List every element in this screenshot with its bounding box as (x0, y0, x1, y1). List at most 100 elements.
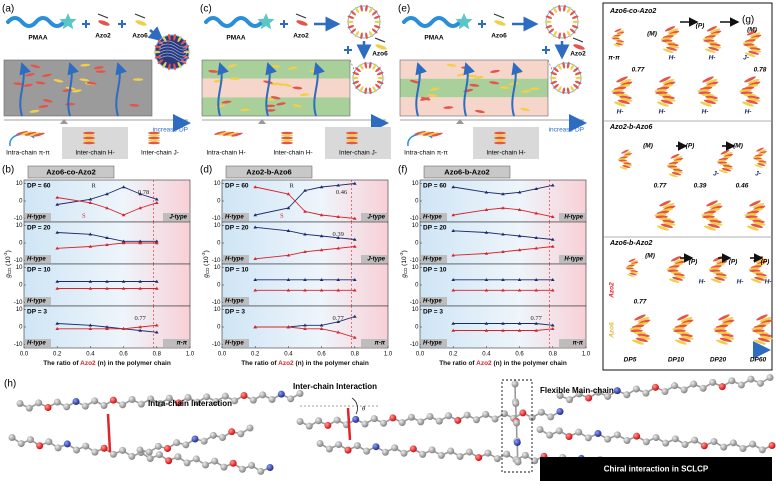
helix-rod (717, 331, 731, 335)
annotation: S (280, 213, 284, 220)
assembly-rod (133, 78, 144, 81)
atom (352, 415, 360, 423)
helix-rod (618, 159, 627, 162)
micelle-rod (377, 76, 385, 80)
azo-icon (375, 44, 387, 50)
series-point (286, 253, 291, 257)
series-point (55, 321, 59, 325)
panel-g-label: (P) (686, 143, 695, 150)
assembly-region (202, 97, 350, 116)
atom (155, 451, 163, 459)
x-axis-label: The ratio of Azo2 (n) in the polymer cha… (43, 360, 171, 367)
atom (604, 435, 612, 443)
interaction (106, 413, 112, 453)
atom (632, 385, 640, 393)
helix-rod (710, 45, 722, 49)
assembly-rod (446, 63, 457, 67)
panel-label: (e) (398, 4, 410, 15)
caption: Intra-chain π-π (6, 150, 50, 157)
type-box (223, 255, 249, 263)
panel-g-label: π-π (608, 55, 620, 62)
helix-rod (706, 200, 718, 207)
series-point (303, 326, 307, 330)
guide (349, 59, 356, 73)
atom (128, 396, 136, 403)
stack-rod (83, 136, 95, 140)
helix-rod (721, 317, 734, 323)
stack-rod (214, 131, 226, 135)
assembly-rod (263, 80, 273, 84)
helix-rod (662, 79, 675, 85)
helix-rod (708, 267, 720, 271)
polymer-chain (402, 16, 462, 28)
atom (109, 450, 117, 458)
series-point (352, 314, 357, 318)
atom (333, 416, 341, 424)
stack-rod (148, 139, 160, 142)
type-label: H-type (423, 257, 442, 263)
y-tick-label: 10 (412, 307, 419, 313)
helix-rod (656, 225, 669, 231)
annotation: θ (362, 405, 366, 412)
micelle-rod (182, 45, 190, 49)
helix-rod (749, 200, 761, 207)
atom (361, 420, 369, 428)
atom (221, 392, 229, 400)
type-box (25, 339, 51, 347)
atom (316, 440, 324, 447)
type-label: π-π (176, 341, 187, 347)
series-point (484, 277, 489, 281)
series-point (451, 253, 455, 257)
helix-rod (674, 339, 687, 345)
panel-g-label: Azo6 (609, 322, 616, 339)
assembly-region (400, 78, 548, 98)
helix-rod (623, 163, 633, 167)
y-label-part: (10 (203, 256, 210, 268)
polymer-end (455, 13, 473, 30)
helix-rod (613, 43, 621, 47)
x-tick-label: 1.0 (582, 352, 591, 358)
caption: Inter-chain H- (486, 150, 525, 157)
assembly-rod (53, 79, 64, 83)
series-point (286, 277, 291, 281)
micelle-rod (368, 31, 374, 38)
micelle-rod (553, 67, 559, 73)
panel-g-label: 0.46 (736, 183, 749, 190)
azo-label: Azo2 (293, 33, 309, 40)
helix-rod (756, 147, 764, 152)
atom (484, 449, 492, 457)
series-point (303, 277, 307, 281)
series-point (551, 244, 555, 248)
section-title: Azo6-co-Azo2 (609, 8, 656, 15)
title-box (225, 165, 313, 179)
assembly-rod (274, 82, 285, 86)
micelle-rod (566, 6, 572, 13)
helix-rod (739, 89, 752, 93)
x-tick-label: 0.2 (53, 352, 62, 358)
helix-rod (662, 203, 675, 209)
panel-g-label: 0.77 (632, 67, 645, 74)
series-point (88, 197, 93, 201)
polymer-end (59, 13, 77, 30)
helix-rod (709, 269, 721, 273)
assembly-rod (409, 79, 420, 84)
atom (240, 392, 248, 399)
helix-rod (716, 275, 728, 279)
assembly-region (4, 60, 152, 116)
series-point (352, 244, 357, 248)
micelle-rod (562, 87, 566, 95)
y-tick-label: 10 (16, 181, 23, 187)
x-tick-label: 0.4 (284, 352, 293, 358)
helix-rod (666, 267, 678, 271)
helix-rod (709, 203, 722, 209)
atom (45, 438, 53, 446)
atom (536, 426, 544, 433)
atom (136, 446, 144, 454)
helix-rod (677, 314, 689, 321)
assembly-rod (473, 75, 484, 79)
series-point (121, 213, 126, 217)
panel-label: (f) (398, 165, 407, 176)
series-line (57, 242, 157, 249)
series-point (336, 330, 340, 334)
micelle-rod (569, 10, 576, 16)
